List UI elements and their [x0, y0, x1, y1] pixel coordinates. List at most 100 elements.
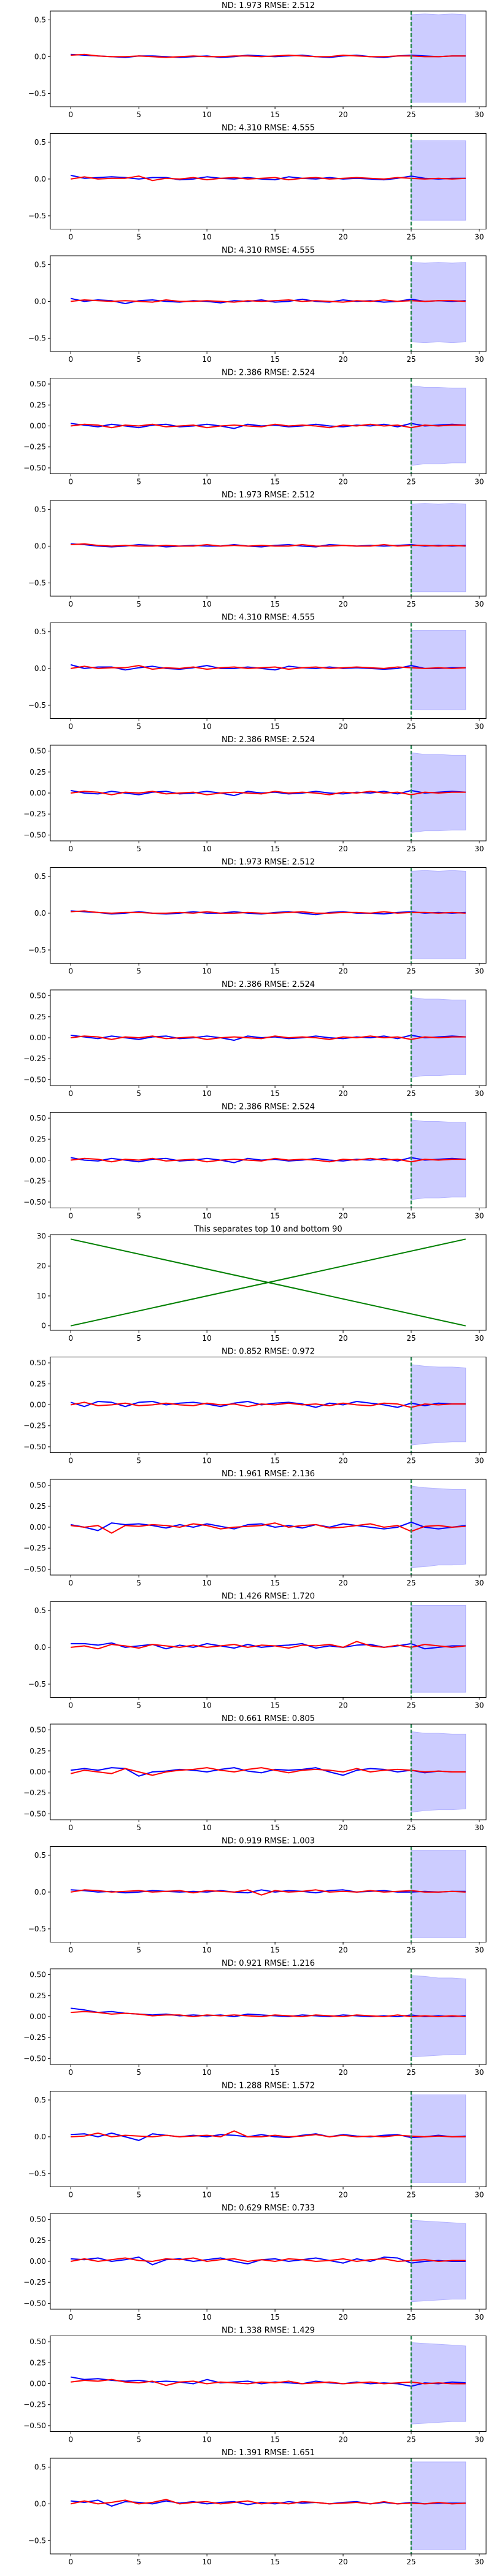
y-tick-label: 0.00 [29, 2380, 46, 2388]
forecast-series-line [71, 2130, 466, 2137]
x-tick-label: 0 [68, 355, 73, 364]
actual-series-line [71, 664, 466, 671]
x-tick-label: 15 [270, 967, 279, 976]
x-tick-label: 0 [68, 2313, 73, 2321]
y-tick-label: −0.5 [28, 1680, 46, 1689]
y-tick-label: 0.25 [29, 1502, 46, 1511]
x-tick-label: 10 [203, 2313, 212, 2321]
y-tick-label: 0.5 [34, 15, 46, 24]
x-tick-label: 30 [474, 2191, 484, 2199]
x-tick-label: 25 [406, 723, 416, 731]
subplot-10: ND: 2.386 RMSE: 2.524 0 5 10 15 20 25 30 −0.50 −0… [23, 1103, 487, 1221]
x-tick-label: 20 [338, 355, 347, 364]
axes-frame [50, 10, 487, 107]
y-tick-label: 0.25 [29, 2358, 46, 2367]
y-tick-label: 0.0 [34, 52, 46, 61]
y-tick-label: −0.50 [23, 464, 46, 472]
subplot-title: ND: 2.386 RMSE: 2.524 [222, 735, 315, 745]
y-tick-label: 0.50 [29, 992, 46, 1000]
subplot-title: ND: 2.386 RMSE: 2.524 [222, 1103, 315, 1112]
y-tick-label: 0.0 [34, 664, 46, 673]
prediction-band [411, 262, 466, 343]
x-tick-label: 30 [474, 1212, 484, 1221]
subplot-title: ND: 1.973 RMSE: 2.512 [222, 858, 315, 867]
x-tick-label: 20 [338, 2313, 347, 2321]
x-tick-label: 25 [406, 1334, 416, 1343]
x-tick-label: 30 [474, 355, 484, 364]
x-tick-label: 0 [68, 233, 73, 242]
prediction-band [411, 503, 466, 592]
x-tick-label: 0 [68, 2191, 73, 2199]
x-tick-label: 20 [338, 1334, 347, 1343]
x-tick-label: 20 [338, 1212, 347, 1221]
x-tick-label: 5 [136, 2068, 141, 2077]
subplot-title: ND: 1.961 RMSE: 2.136 [222, 1470, 315, 1479]
x-tick-label: 20 [338, 1701, 347, 1710]
y-tick-label: 0.50 [29, 747, 46, 756]
x-tick-label: 30 [474, 2313, 484, 2321]
x-tick-label: 10 [203, 2068, 212, 2077]
y-tick-label: 0.50 [29, 1359, 46, 1367]
x-tick-label: 10 [203, 1946, 212, 1955]
forecast-series-line [71, 2011, 466, 2017]
x-tick-label: 5 [136, 110, 141, 119]
x-tick-label: 25 [406, 233, 416, 242]
y-tick-label: 0.5 [34, 505, 46, 513]
x-tick-label: 20 [338, 1823, 347, 1832]
x-tick-label: 5 [136, 355, 141, 364]
prediction-band [411, 630, 466, 710]
subplot-title: ND: 0.629 RMSE: 0.733 [222, 2204, 315, 2213]
x-tick-label: 15 [270, 1089, 279, 1098]
subplot-title: ND: 0.661 RMSE: 0.805 [222, 1714, 315, 1723]
x-tick-label: 20 [338, 845, 347, 853]
subplot-7: ND: 2.386 RMSE: 2.524 0 5 10 15 20 25 30 −0.50 −0… [23, 735, 487, 853]
x-tick-label: 15 [270, 845, 279, 853]
prediction-band [411, 13, 466, 103]
x-tick-label: 30 [474, 967, 484, 976]
subplot-title: ND: 0.921 RMSE: 1.216 [222, 1959, 315, 1968]
x-tick-label: 25 [406, 1089, 416, 1098]
x-tick-label: 5 [136, 1334, 141, 1343]
x-tick-label: 15 [270, 2436, 279, 2444]
x-tick-label: 10 [203, 2191, 212, 2199]
x-tick-label: 0 [68, 1946, 73, 1955]
y-tick-label: −0.50 [23, 2054, 46, 2063]
y-tick-label: 0.0 [34, 909, 46, 918]
forecast-series-line [71, 1767, 466, 1776]
x-tick-label: 10 [203, 1089, 212, 1098]
y-tick-label: 0.50 [29, 2337, 46, 2346]
y-tick-label: 0.00 [29, 2012, 46, 2021]
x-tick-label: 5 [136, 1212, 141, 1221]
y-tick-label: 0.25 [29, 1379, 46, 1388]
x-tick-label: 5 [136, 2558, 141, 2566]
y-tick-label: −0.25 [23, 1544, 46, 1552]
y-tick-label: 0.25 [29, 2236, 46, 2245]
subplot-title: ND: 0.852 RMSE: 0.972 [222, 1347, 315, 1357]
x-tick-label: 25 [406, 2436, 416, 2444]
x-tick-label: 20 [338, 2436, 347, 2444]
x-tick-label: 5 [136, 478, 141, 486]
x-tick-label: 0 [68, 1579, 73, 1587]
x-tick-label: 10 [203, 1334, 212, 1343]
prediction-band [411, 1485, 466, 1568]
axes-frame [50, 1846, 487, 1942]
x-tick-label: 30 [474, 845, 484, 853]
x-tick-label: 5 [136, 1457, 141, 1465]
y-tick-label: −0.25 [23, 1422, 46, 1430]
forecast-series-line [71, 2379, 466, 2386]
subplot-title: ND: 2.386 RMSE: 2.524 [222, 369, 315, 378]
forecast-series-line [71, 791, 466, 795]
x-tick-label: 0 [68, 478, 73, 486]
subplot-13: ND: 1.961 RMSE: 2.136 0 5 10 15 20 25 30 −0.50 −0… [23, 1470, 487, 1587]
x-tick-label: 25 [406, 110, 416, 119]
x-tick-label: 5 [136, 2313, 141, 2321]
x-tick-label: 5 [136, 1701, 141, 1710]
axes-frame [50, 133, 487, 229]
x-tick-label: 10 [203, 1823, 212, 1832]
subplot-15: ND: 0.661 RMSE: 0.805 0 5 10 15 20 25 30 −0.50 −0… [23, 1714, 487, 1832]
x-tick-label: 5 [136, 845, 141, 853]
subplot-17: ND: 0.921 RMSE: 1.216 0 5 10 15 20 25 30 −0.50 −0… [23, 1959, 487, 2077]
y-tick-label: 0.5 [34, 260, 46, 269]
x-tick-label: 25 [406, 1457, 416, 1465]
